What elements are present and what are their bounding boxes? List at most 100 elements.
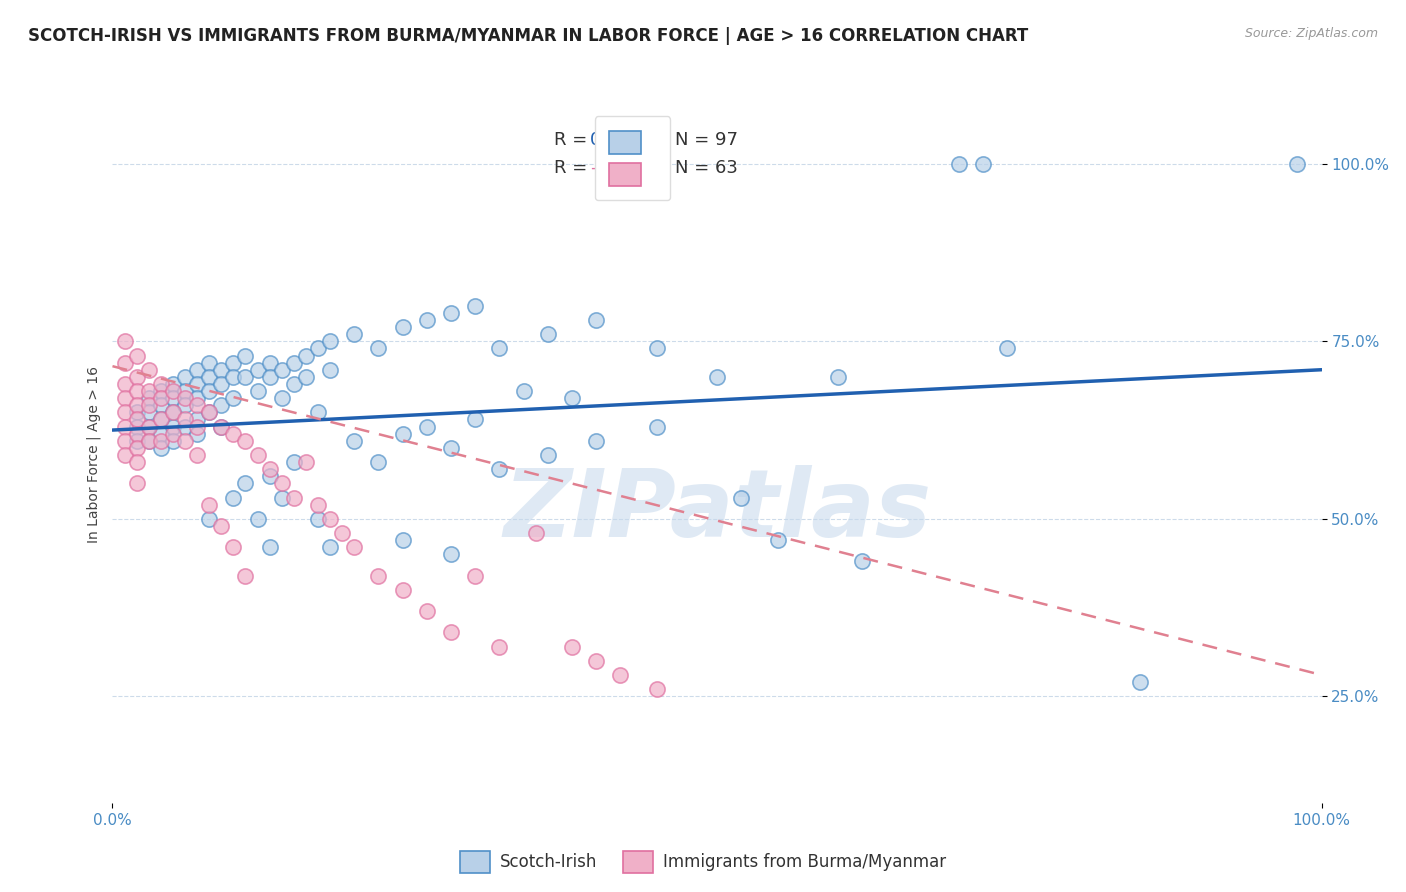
Point: [198, 405, 221, 419]
Point: [138, 434, 160, 448]
Point: [367, 342, 389, 356]
Point: [138, 384, 160, 398]
Point: [186, 426, 208, 441]
Point: [512, 384, 534, 398]
Point: [149, 376, 172, 391]
Point: [222, 540, 245, 554]
Point: [125, 412, 148, 426]
Point: [222, 391, 245, 405]
Text: SCOTCH-IRISH VS IMMIGRANTS FROM BURMA/MYANMAR IN LABOR FORCE | AGE > 16 CORRELAT: SCOTCH-IRISH VS IMMIGRANTS FROM BURMA/MY…: [28, 27, 1028, 45]
Point: [186, 376, 208, 391]
Point: [307, 405, 329, 419]
Point: [319, 540, 342, 554]
Point: [174, 391, 197, 405]
Point: [283, 491, 305, 505]
Point: [149, 384, 172, 398]
Point: [440, 441, 463, 455]
Point: [283, 455, 305, 469]
Point: [488, 462, 510, 476]
Point: [246, 384, 269, 398]
Point: [149, 412, 172, 426]
Point: [343, 540, 366, 554]
Point: [198, 512, 221, 526]
Point: [174, 412, 197, 426]
Point: [561, 391, 583, 405]
Point: [1286, 157, 1309, 171]
Point: [114, 376, 136, 391]
Point: [114, 356, 136, 370]
Point: [174, 434, 197, 448]
Point: [367, 455, 389, 469]
Point: [138, 405, 160, 419]
Point: [391, 320, 413, 334]
Y-axis label: In Labor Force | Age > 16: In Labor Force | Age > 16: [87, 367, 101, 543]
Point: [343, 327, 366, 342]
Point: [149, 441, 172, 455]
Point: [162, 391, 184, 405]
Text: 0.136: 0.136: [591, 131, 641, 149]
Point: [162, 419, 184, 434]
Point: [259, 356, 281, 370]
Text: N = 97: N = 97: [675, 131, 738, 149]
Point: [186, 419, 208, 434]
Point: [948, 157, 970, 171]
Point: [114, 434, 136, 448]
Point: [730, 491, 752, 505]
Point: [391, 582, 413, 597]
Point: [295, 455, 318, 469]
Point: [186, 391, 208, 405]
Point: [186, 362, 208, 376]
Point: [259, 369, 281, 384]
Point: [995, 342, 1018, 356]
Point: [706, 369, 728, 384]
Point: [125, 426, 148, 441]
Point: [125, 476, 148, 491]
Point: [524, 526, 547, 541]
Point: [138, 398, 160, 412]
Point: [307, 512, 329, 526]
Point: [464, 299, 486, 313]
Point: [330, 526, 353, 541]
Point: [537, 327, 560, 342]
Point: [138, 419, 160, 434]
Point: [174, 384, 197, 398]
Point: [186, 448, 208, 462]
Point: [162, 376, 184, 391]
Point: [114, 405, 136, 419]
Point: [222, 491, 245, 505]
Point: [270, 391, 292, 405]
Point: [209, 362, 232, 376]
Point: [367, 568, 389, 582]
Point: [125, 384, 148, 398]
Point: [609, 668, 631, 682]
Point: [416, 604, 439, 618]
Point: [464, 568, 486, 582]
Point: [149, 426, 172, 441]
Point: [319, 334, 342, 349]
Point: [198, 369, 221, 384]
Point: [343, 434, 366, 448]
Point: [114, 391, 136, 405]
Legend: , : ,: [595, 116, 671, 201]
Point: [391, 426, 413, 441]
Point: [125, 441, 148, 455]
Point: [488, 640, 510, 654]
Point: [162, 405, 184, 419]
Point: [235, 568, 257, 582]
Point: [440, 625, 463, 640]
Point: [585, 434, 607, 448]
Point: [174, 369, 197, 384]
Point: [440, 306, 463, 320]
Text: R =: R =: [554, 159, 593, 178]
Point: [246, 448, 269, 462]
Point: [464, 412, 486, 426]
Point: [125, 434, 148, 448]
Point: [125, 419, 148, 434]
Point: [162, 426, 184, 441]
Point: [235, 476, 257, 491]
Point: [235, 369, 257, 384]
Point: [149, 391, 172, 405]
Point: [222, 356, 245, 370]
Point: [209, 519, 232, 533]
Point: [162, 405, 184, 419]
